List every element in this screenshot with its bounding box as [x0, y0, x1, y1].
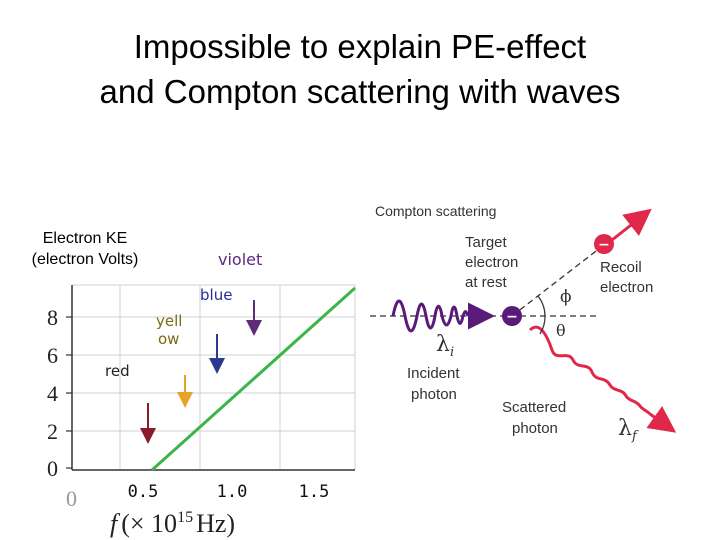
recoil-electron	[594, 234, 614, 254]
y-tick-label: 0	[47, 456, 58, 481]
incident-label-line2: photon	[411, 386, 457, 403]
x-tick-label: 1.5	[299, 482, 330, 502]
slide-title-line1: Impossible to explain PE-effect	[133, 28, 587, 65]
target-label-line2: electron	[465, 254, 518, 271]
theta-symbol: θ	[556, 321, 566, 340]
pe-graph-ylabel-line1: Electron KE	[42, 230, 128, 247]
recoil-arrow	[611, 208, 652, 242]
target-electron-symbol: −	[506, 309, 518, 325]
recoil-label-line1: Recoil	[600, 259, 642, 276]
lambda-i-symbol: λ	[436, 332, 450, 357]
slide-title: Impossible to explain PE-effect and Comp…	[0, 24, 720, 114]
recoil-electron-symbol: −	[598, 237, 610, 253]
phi-arc	[537, 295, 546, 317]
xlabel-rest: (× 10	[121, 509, 177, 538]
recoil-label-line2: electron	[600, 279, 653, 296]
yellow-label-line2: ow	[158, 330, 179, 348]
target-label-line3: at rest	[465, 274, 508, 291]
x-tick-label: 1.0	[217, 482, 248, 502]
recoil-direction-line	[511, 247, 601, 317]
pe-graph-xlabel: f (× 1015 Hz)	[110, 509, 235, 538]
scattered-label-line1: Scattered	[502, 399, 566, 416]
slide-title-line2: and Compton scattering with waves	[99, 73, 621, 110]
scattered-label-line2: photon	[512, 420, 558, 437]
y-tick-label: 2	[47, 419, 58, 444]
target-label-line1: Target	[465, 234, 508, 251]
y-tick-label: 6	[47, 343, 58, 368]
phi-symbol: ϕ	[560, 287, 572, 307]
incident-photon-wave	[391, 299, 470, 333]
compton-diagram: Compton scattering − − ϕ θ Target electr…	[370, 203, 677, 444]
lambda-f-label: λf	[618, 416, 639, 444]
lambda-f-symbol: λ	[618, 416, 632, 441]
pe-graph-ylabel: Electron KE (electron Volts)	[10, 228, 160, 270]
y-tick-label: 4	[47, 381, 58, 406]
incident-label-line1: Incident	[407, 365, 460, 382]
compton-title: Compton scattering	[375, 203, 496, 219]
violet-label: violet	[218, 250, 262, 269]
y-tick-label: 8	[47, 305, 58, 330]
lambda-i-label: λi	[436, 332, 454, 360]
lambda-f-subscript: f	[631, 429, 639, 444]
xlabel-unit: Hz)	[196, 509, 235, 538]
theta-arc	[539, 315, 546, 335]
scattered-photon-arrow	[646, 406, 677, 433]
xlabel-f: f	[110, 509, 121, 538]
target-electron	[502, 306, 522, 326]
pe-graph: 0 2 4 6 8 0 0.5 1.0 1.5 f (× 1015 Hz) viol…	[47, 250, 357, 538]
pe-kinetic-energy-line	[150, 286, 357, 472]
xlabel-exp: 15	[177, 509, 193, 526]
x-origin-label: 0	[66, 486, 77, 511]
lambda-i-subscript: i	[450, 345, 454, 360]
blue-label: blue	[200, 286, 232, 304]
yellow-label-line1: yell	[156, 312, 182, 330]
pe-graph-ylabel-line2: (electron Volts)	[31, 251, 139, 268]
red-label: red	[105, 362, 130, 380]
x-tick-label: 0.5	[128, 482, 159, 502]
scattered-photon-wave	[528, 325, 652, 416]
